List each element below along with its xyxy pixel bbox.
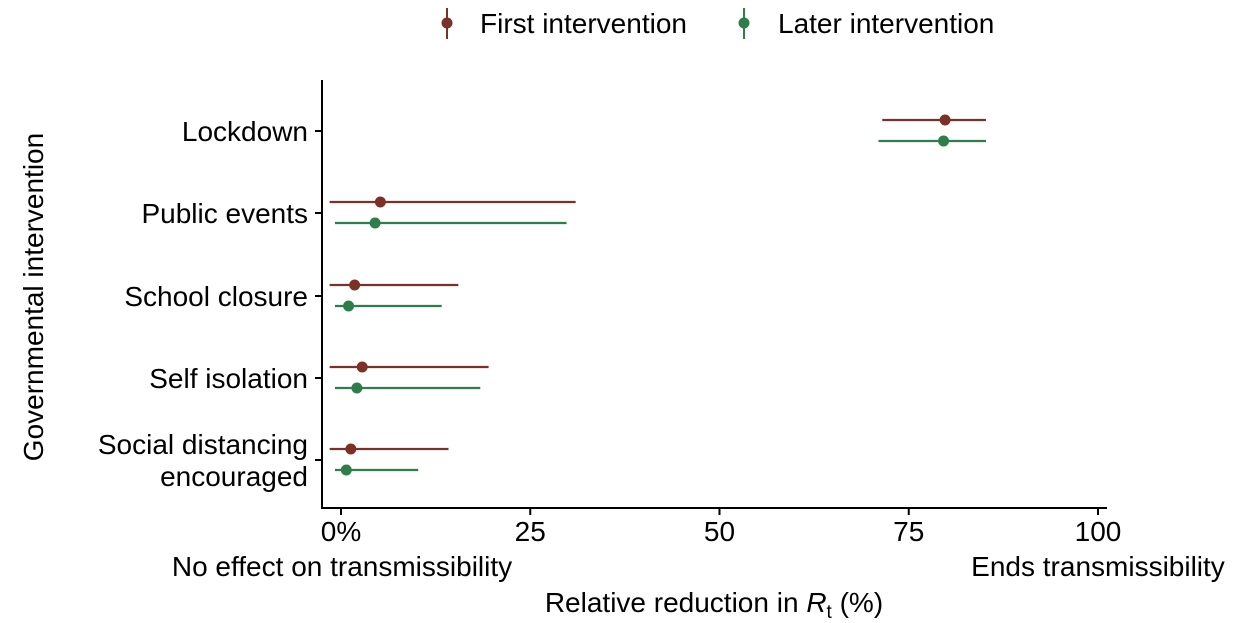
legend-label-first: First intervention [480, 8, 687, 39]
x-axis-title-var: R [806, 587, 826, 618]
y-tick-label-line: encouraged [160, 461, 308, 492]
x-endpoint-label-left: No effect on transmissibility [172, 551, 512, 582]
legend-item-later: Later intervention [738, 8, 994, 39]
y-axis-title: Governmental intervention [18, 133, 49, 461]
x-axis-title: Relative reduction in Rt (%) [545, 587, 883, 623]
legend-key-point-first [441, 17, 453, 29]
x-tick-label: 0% [321, 516, 361, 547]
x-tick-label: 75 [893, 516, 924, 547]
x-tick-label: 100 [1075, 516, 1122, 547]
y-tick-label: Lockdown [182, 116, 308, 147]
point-estimate [351, 382, 363, 394]
y-tick-label: Public events [141, 198, 308, 229]
y-tick-label: Self isolation [149, 363, 308, 394]
point-estimate [343, 300, 355, 312]
x-axis-title-prefix: Relative reduction in [545, 587, 806, 618]
x-axis-title-sub: t [827, 602, 833, 623]
legend: First intervention Later intervention [441, 8, 994, 39]
y-tick-label-line: Public events [141, 198, 308, 229]
point-estimate [938, 135, 950, 147]
point-estimate [340, 464, 352, 476]
legend-item-first: First intervention [441, 8, 687, 39]
point-estimate [369, 217, 381, 229]
y-tick-label: Social distancing encouraged [98, 429, 308, 492]
x-tick-label: 25 [515, 516, 546, 547]
x-axis-title-suffix: (%) [832, 587, 883, 618]
y-tick-label-line: Self isolation [149, 363, 308, 394]
point-estimate [356, 361, 368, 373]
y-tick-label: School closure [124, 281, 308, 312]
point-estimate [939, 114, 951, 126]
y-tick-label-line: School closure [124, 281, 308, 312]
x-tick-label: 50 [704, 516, 735, 547]
y-tick-label-line: Lockdown [182, 116, 308, 147]
legend-label-later: Later intervention [778, 8, 994, 39]
x-endpoint-label-right: Ends transmissibility [971, 551, 1225, 582]
y-tick-label-line: Social distancing [98, 429, 308, 460]
legend-key-point-later [738, 17, 750, 29]
point-estimate [345, 443, 357, 455]
point-estimate [374, 196, 386, 208]
point-estimate [349, 279, 361, 291]
